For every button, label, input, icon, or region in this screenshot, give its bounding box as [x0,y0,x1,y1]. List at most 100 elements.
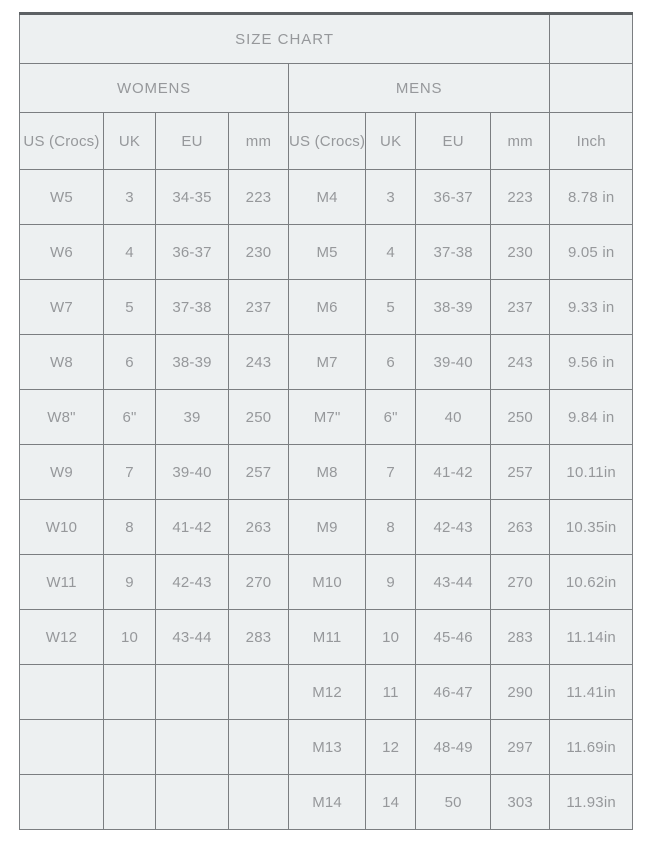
table-cell: 250 [228,389,289,445]
table-cell: 14 [365,774,417,830]
table-cell: W6 [19,224,104,280]
table-cell: M14 [287,774,367,830]
table-cell: 283 [228,609,289,665]
column-header: mm [228,112,289,170]
table-cell: 10 [365,609,417,665]
table-cell [103,774,156,830]
table-cell [228,719,289,775]
table-cell: 11.69in [549,719,634,775]
table-cell: 43-44 [415,554,492,610]
table-cell: 9.84 in [549,389,634,445]
table-cell: M12 [287,664,367,720]
table-cell [19,774,104,830]
table-cell: 39 [155,389,229,445]
table-cell: 42-43 [155,554,229,610]
table-cell: 237 [228,279,289,335]
table-cell: M8 [287,444,367,500]
column-header: mm [490,112,551,170]
table-cell: M9 [287,499,367,555]
table-cell: 6 [103,334,156,390]
table-cell: 250 [490,389,551,445]
table-cell: 257 [228,444,289,500]
column-header: UK [365,112,417,170]
table-row: W11 9 42-43 270 M10 9 43-44 270 10.62in [19,554,634,610]
table-row: W10 8 41-42 263 M9 8 42-43 263 10.35in [19,499,634,555]
table-cell: M10 [287,554,367,610]
table-cell: 10.11in [549,444,634,500]
table-cell: 297 [490,719,551,775]
table-cell: 9 [103,554,156,610]
table-cell: 50 [415,774,492,830]
table-cell [155,664,229,720]
table-row: W12 10 43-44 283 M11 10 45-46 283 11.14in [19,609,634,665]
table-cell: 290 [490,664,551,720]
table-cell: 46-47 [415,664,492,720]
table-row: M14 14 50 303 11.93in [19,774,634,830]
table-cell: W12 [19,609,104,665]
table-cell: 41-42 [155,499,229,555]
table-cell: 257 [490,444,551,500]
table-row: M12 11 46-47 290 11.41in [19,664,634,720]
table-cell: 223 [228,169,289,225]
table-cell: 10 [103,609,156,665]
table-cell: W10 [19,499,104,555]
size-chart-table: SIZE CHART WOMENS MENS US (Crocs) UK EU mm U… [18,12,634,830]
table-cell [103,719,156,775]
table-cell: M5 [287,224,367,280]
table-cell: 8 [365,499,417,555]
table-cell: 6" [103,389,156,445]
table-cell [103,664,156,720]
table-cell [155,774,229,830]
table-cell: 37-38 [155,279,229,335]
column-header: Inch [549,112,634,170]
mens-section-header: MENS [287,63,551,113]
table-cell: M13 [287,719,367,775]
table-cell: 6 [365,334,417,390]
table-cell: W9 [19,444,104,500]
table-cell: W7 [19,279,104,335]
table-cell: 243 [490,334,551,390]
table-row: W6 4 36-37 230 M5 4 37-38 230 9.05 in [19,224,634,280]
table-cell [19,664,104,720]
size-chart-body: W5 3 34-35 223 M4 3 36-37 223 8.78 in W6 4 36-37 230… [19,169,634,830]
title-row: SIZE CHART [18,13,634,64]
table-row: W7 5 37-38 237 M6 5 38-39 237 9.33 in [19,279,634,335]
table-cell: M11 [287,609,367,665]
table-cell: 9.33 in [549,279,634,335]
table-cell: 303 [490,774,551,830]
table-cell [19,719,104,775]
table-cell: M7 [287,334,367,390]
table-cell [228,774,289,830]
table-cell: 5 [365,279,417,335]
table-cell: 10.62in [549,554,634,610]
table-cell: 8 [103,499,156,555]
table-cell: 263 [490,499,551,555]
table-cell: 263 [228,499,289,555]
table-cell: 11.93in [549,774,634,830]
section-header-row: WOMENS MENS [19,63,634,113]
table-cell: 3 [365,169,417,225]
table-cell: 12 [365,719,417,775]
table-cell: 11 [365,664,417,720]
table-row: W8" 6" 39 250 M7" 6" 40 250 9.84 in [19,389,634,445]
table-row: M13 12 48-49 297 11.69in [19,719,634,775]
column-header: US (Crocs) [287,112,367,170]
table-cell: 36-37 [415,169,492,225]
table-cell: 11.14in [549,609,634,665]
table-cell: 38-39 [155,334,229,390]
column-header: EU [155,112,229,170]
table-cell: 3 [103,169,156,225]
table-cell: 230 [228,224,289,280]
table-cell: 7 [365,444,417,500]
table-cell: 7 [103,444,156,500]
table-row: W9 7 39-40 257 M8 7 41-42 257 10.11in [19,444,634,500]
table-cell [155,719,229,775]
table-cell: 39-40 [155,444,229,500]
table-cell: 4 [365,224,417,280]
column-header-row: US (Crocs) UK EU mm US (Crocs) UK EU mm Inch [19,112,634,170]
table-cell: 5 [103,279,156,335]
size-chart-title: SIZE CHART [18,13,551,64]
table-cell: 40 [415,389,492,445]
table-cell: 11.41in [549,664,634,720]
